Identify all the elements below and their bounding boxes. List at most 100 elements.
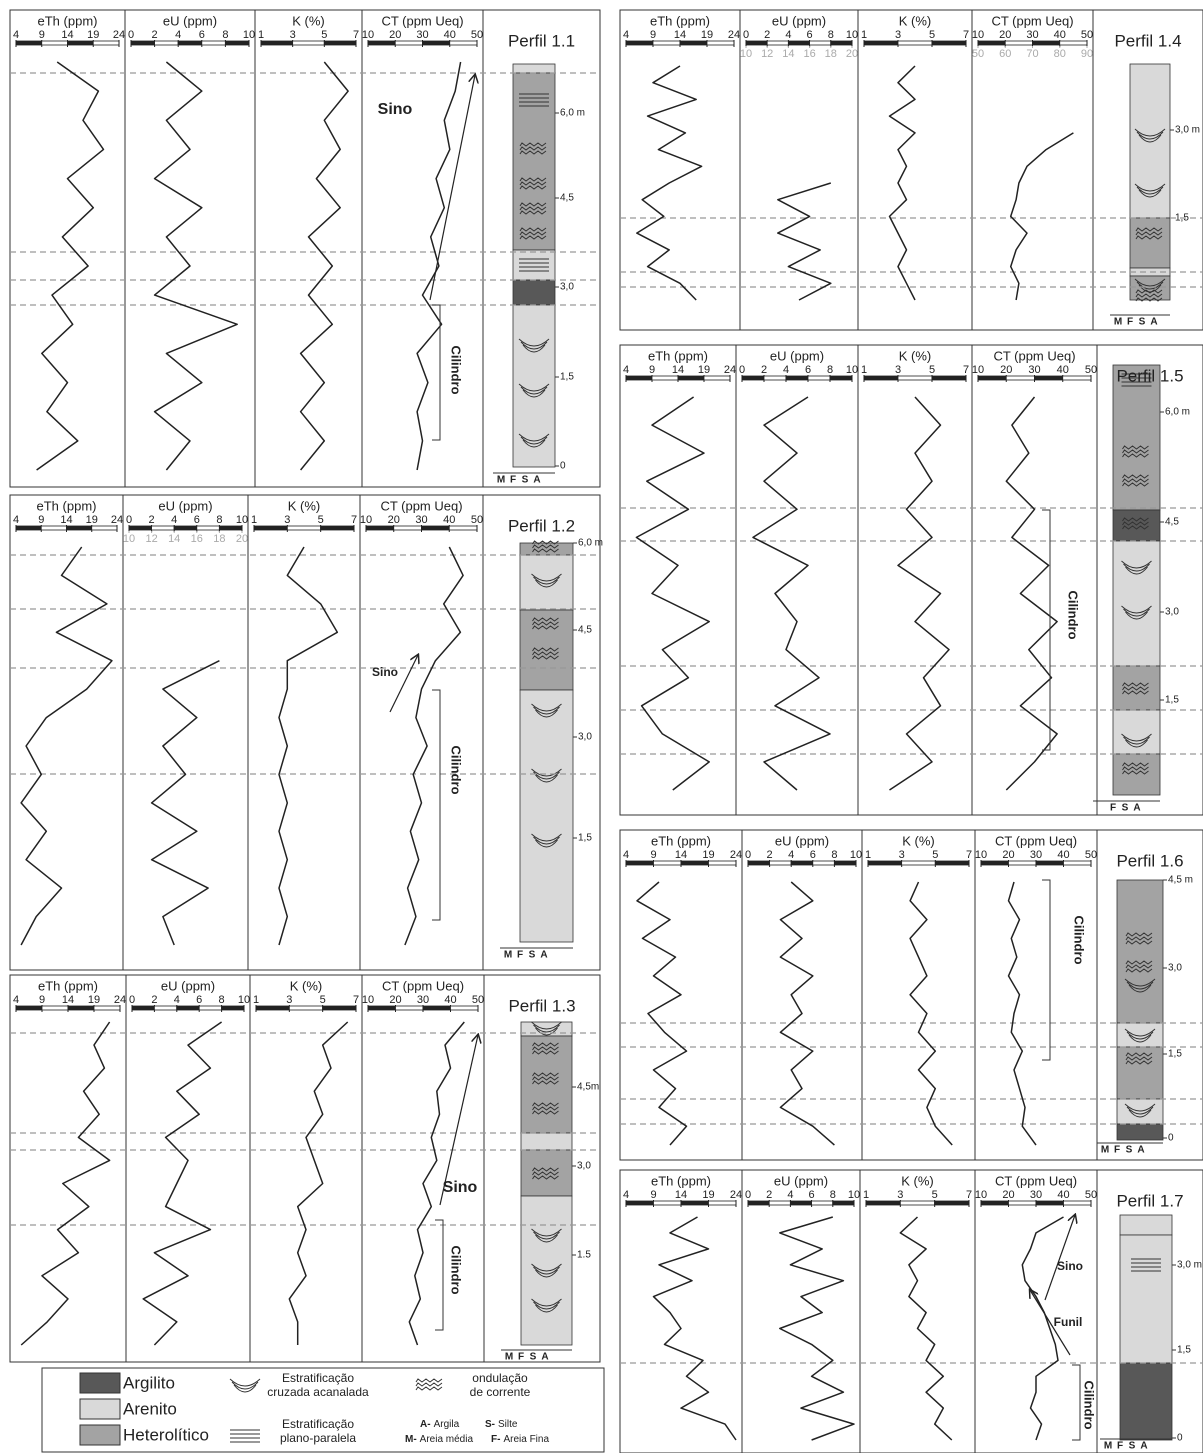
x-tick-label: 8 [222, 29, 228, 41]
x-tick-label: 3 [899, 849, 905, 861]
scale-bar-segment [1033, 41, 1060, 45]
scale-bar-segment [132, 1006, 154, 1010]
depth-label: 4,5m [577, 1082, 599, 1093]
lithology-layer [1130, 64, 1170, 218]
track-header: eTh (ppm) [37, 498, 97, 513]
trend-label: Sino [378, 101, 413, 118]
lithology-layer [1113, 666, 1160, 710]
scale-bar-segment [932, 41, 966, 45]
grain-label: S [522, 475, 529, 486]
depth-label: 0 [560, 461, 566, 472]
track-header: K (%) [290, 978, 323, 993]
x-tick-label: 30 [417, 994, 429, 1006]
x2-tick-label: 80 [1054, 48, 1066, 60]
grain-label: F [517, 950, 523, 961]
x-tick-label: 8 [216, 514, 222, 526]
lithology-layer [1117, 880, 1163, 1023]
x-tick-label: 1 [861, 29, 867, 41]
lithology-layer [513, 280, 555, 305]
grain-label: A [533, 475, 540, 486]
track-header: eTh (ppm) [650, 13, 710, 28]
x-tick-label: 30 [416, 29, 428, 41]
x-tick-label: 10 [362, 29, 374, 41]
x-tick-label: 5 [932, 849, 938, 861]
legend-code-text: Silte [498, 1419, 518, 1430]
lithology-layer [521, 1150, 572, 1196]
track-header: K (%) [288, 498, 321, 513]
x-tick-label: 10 [243, 29, 255, 41]
x-tick-label: 19 [701, 29, 713, 41]
trend-label: Cilindro [1072, 915, 1087, 964]
x-tick-label: 3 [284, 514, 290, 526]
x-tick-label: 4 [13, 994, 19, 1006]
lithology-layer [1120, 1215, 1172, 1235]
x-tick-label: 40 [1057, 1189, 1069, 1201]
scale-bar-segment [366, 526, 394, 530]
panel-title: Perfil 1.7 [1116, 1191, 1183, 1210]
x-tick-label: 10 [972, 364, 984, 376]
panel-title: Perfil 1.1 [508, 31, 575, 50]
depth-label: 1,5 [578, 833, 592, 844]
x-tick-label: 19 [87, 29, 99, 41]
lithology-layer [1117, 1047, 1163, 1099]
scale-bar-segment [812, 1201, 833, 1205]
scale-bar-segment [1009, 861, 1037, 865]
x-tick-label: 7 [351, 514, 357, 526]
scale-bar-segment [394, 526, 422, 530]
x-tick-label: 0 [739, 364, 745, 376]
x2-tick-label: 18 [825, 48, 837, 60]
scale-bar-segment [678, 376, 704, 380]
x-tick-label: 2 [767, 849, 773, 861]
x-tick-label: 0 [745, 849, 751, 861]
x-tick-label: 50 [471, 514, 483, 526]
x-tick-label: 9 [39, 994, 45, 1006]
x-tick-label: 0 [129, 994, 135, 1006]
x-tick-label: 4 [623, 364, 629, 376]
scale-bar-segment [654, 1201, 682, 1205]
x-tick-label: 40 [443, 514, 455, 526]
x2-tick-label: 20 [236, 533, 248, 545]
scale-bar-segment [423, 1006, 451, 1010]
lithology-layer [520, 610, 573, 690]
panel-title: Perfil 1.6 [1116, 851, 1183, 870]
x-tick-label: 6 [199, 29, 205, 41]
scale-bar-segment [868, 861, 902, 865]
legend-label: de corrente [470, 1385, 531, 1399]
x-tick-label: 10 [850, 849, 862, 861]
scale-bar-segment [786, 376, 808, 380]
trend-label: Cilindro [449, 1245, 464, 1294]
x-tick-label: 20 [999, 29, 1011, 41]
x-tick-label: 40 [1057, 364, 1069, 376]
scale-bar-segment [1035, 376, 1063, 380]
x-tick-label: 24 [728, 29, 740, 41]
grain-label: A [540, 950, 547, 961]
x-tick-label: 4 [13, 514, 19, 526]
x-tick-label: 19 [88, 994, 100, 1006]
legend-label: Estratificação [282, 1371, 354, 1385]
depth-label: 3,0 [578, 732, 592, 743]
x-tick-label: 1 [253, 994, 259, 1006]
x-tick-label: 10 [848, 1189, 860, 1201]
legend-code-key: F- [491, 1434, 500, 1445]
scale-bar-segment [864, 376, 898, 380]
scale-bar-segment [395, 41, 422, 45]
scale-bar-segment [68, 41, 94, 45]
x-tick-label: 1 [258, 29, 264, 41]
lithology-layer [1113, 541, 1160, 666]
x-tick-label: 5 [320, 994, 326, 1006]
track-header: eU (ppm) [774, 1173, 828, 1188]
panel-frame [620, 830, 1203, 1160]
x-tick-label: 40 [444, 29, 456, 41]
grain-label: S [1126, 1145, 1133, 1156]
x2-tick-label: 12 [761, 48, 773, 60]
grain-label: F [510, 475, 516, 486]
grain-label: A [1137, 1145, 1144, 1156]
scale-bar-segment [177, 1006, 199, 1010]
grain-label: M [505, 1352, 513, 1363]
scale-bar-segment [748, 861, 770, 865]
lithology-layer [520, 543, 573, 555]
grain-label: F [518, 1352, 524, 1363]
x-tick-label: 6 [809, 1189, 815, 1201]
scale-bar-segment [791, 861, 813, 865]
x-tick-label: 24 [111, 514, 123, 526]
